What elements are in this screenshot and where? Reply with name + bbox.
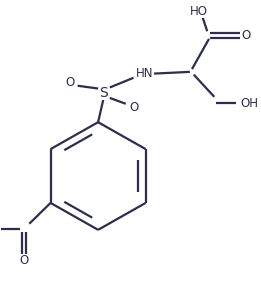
Text: O: O — [65, 76, 74, 89]
Text: O: O — [129, 101, 138, 114]
Text: HO: HO — [190, 5, 208, 18]
Text: O: O — [19, 254, 29, 267]
Text: O: O — [242, 29, 251, 42]
Text: HN: HN — [135, 67, 153, 80]
Text: OH: OH — [241, 97, 259, 110]
Text: S: S — [99, 86, 108, 100]
